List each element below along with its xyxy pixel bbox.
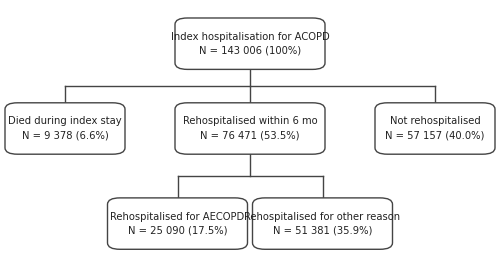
Text: Rehospitalised for AECOPD
N = 25 090 (17.5%): Rehospitalised for AECOPD N = 25 090 (17… — [110, 212, 244, 236]
Text: Not rehospitalised
N = 57 157 (40.0%): Not rehospitalised N = 57 157 (40.0%) — [386, 116, 484, 141]
FancyBboxPatch shape — [252, 198, 392, 249]
Text: Rehospitalised for other reason
N = 51 381 (35.9%): Rehospitalised for other reason N = 51 3… — [244, 212, 400, 236]
Text: Died during index stay
N = 9 378 (6.6%): Died during index stay N = 9 378 (6.6%) — [8, 116, 122, 141]
FancyBboxPatch shape — [175, 103, 325, 154]
FancyBboxPatch shape — [108, 198, 248, 249]
FancyBboxPatch shape — [5, 103, 125, 154]
Text: Index hospitalisation for ACOPD
N = 143 006 (100%): Index hospitalisation for ACOPD N = 143 … — [170, 32, 330, 56]
FancyBboxPatch shape — [175, 18, 325, 69]
FancyBboxPatch shape — [375, 103, 495, 154]
Text: Rehospitalised within 6 mo
N = 76 471 (53.5%): Rehospitalised within 6 mo N = 76 471 (5… — [182, 116, 318, 141]
